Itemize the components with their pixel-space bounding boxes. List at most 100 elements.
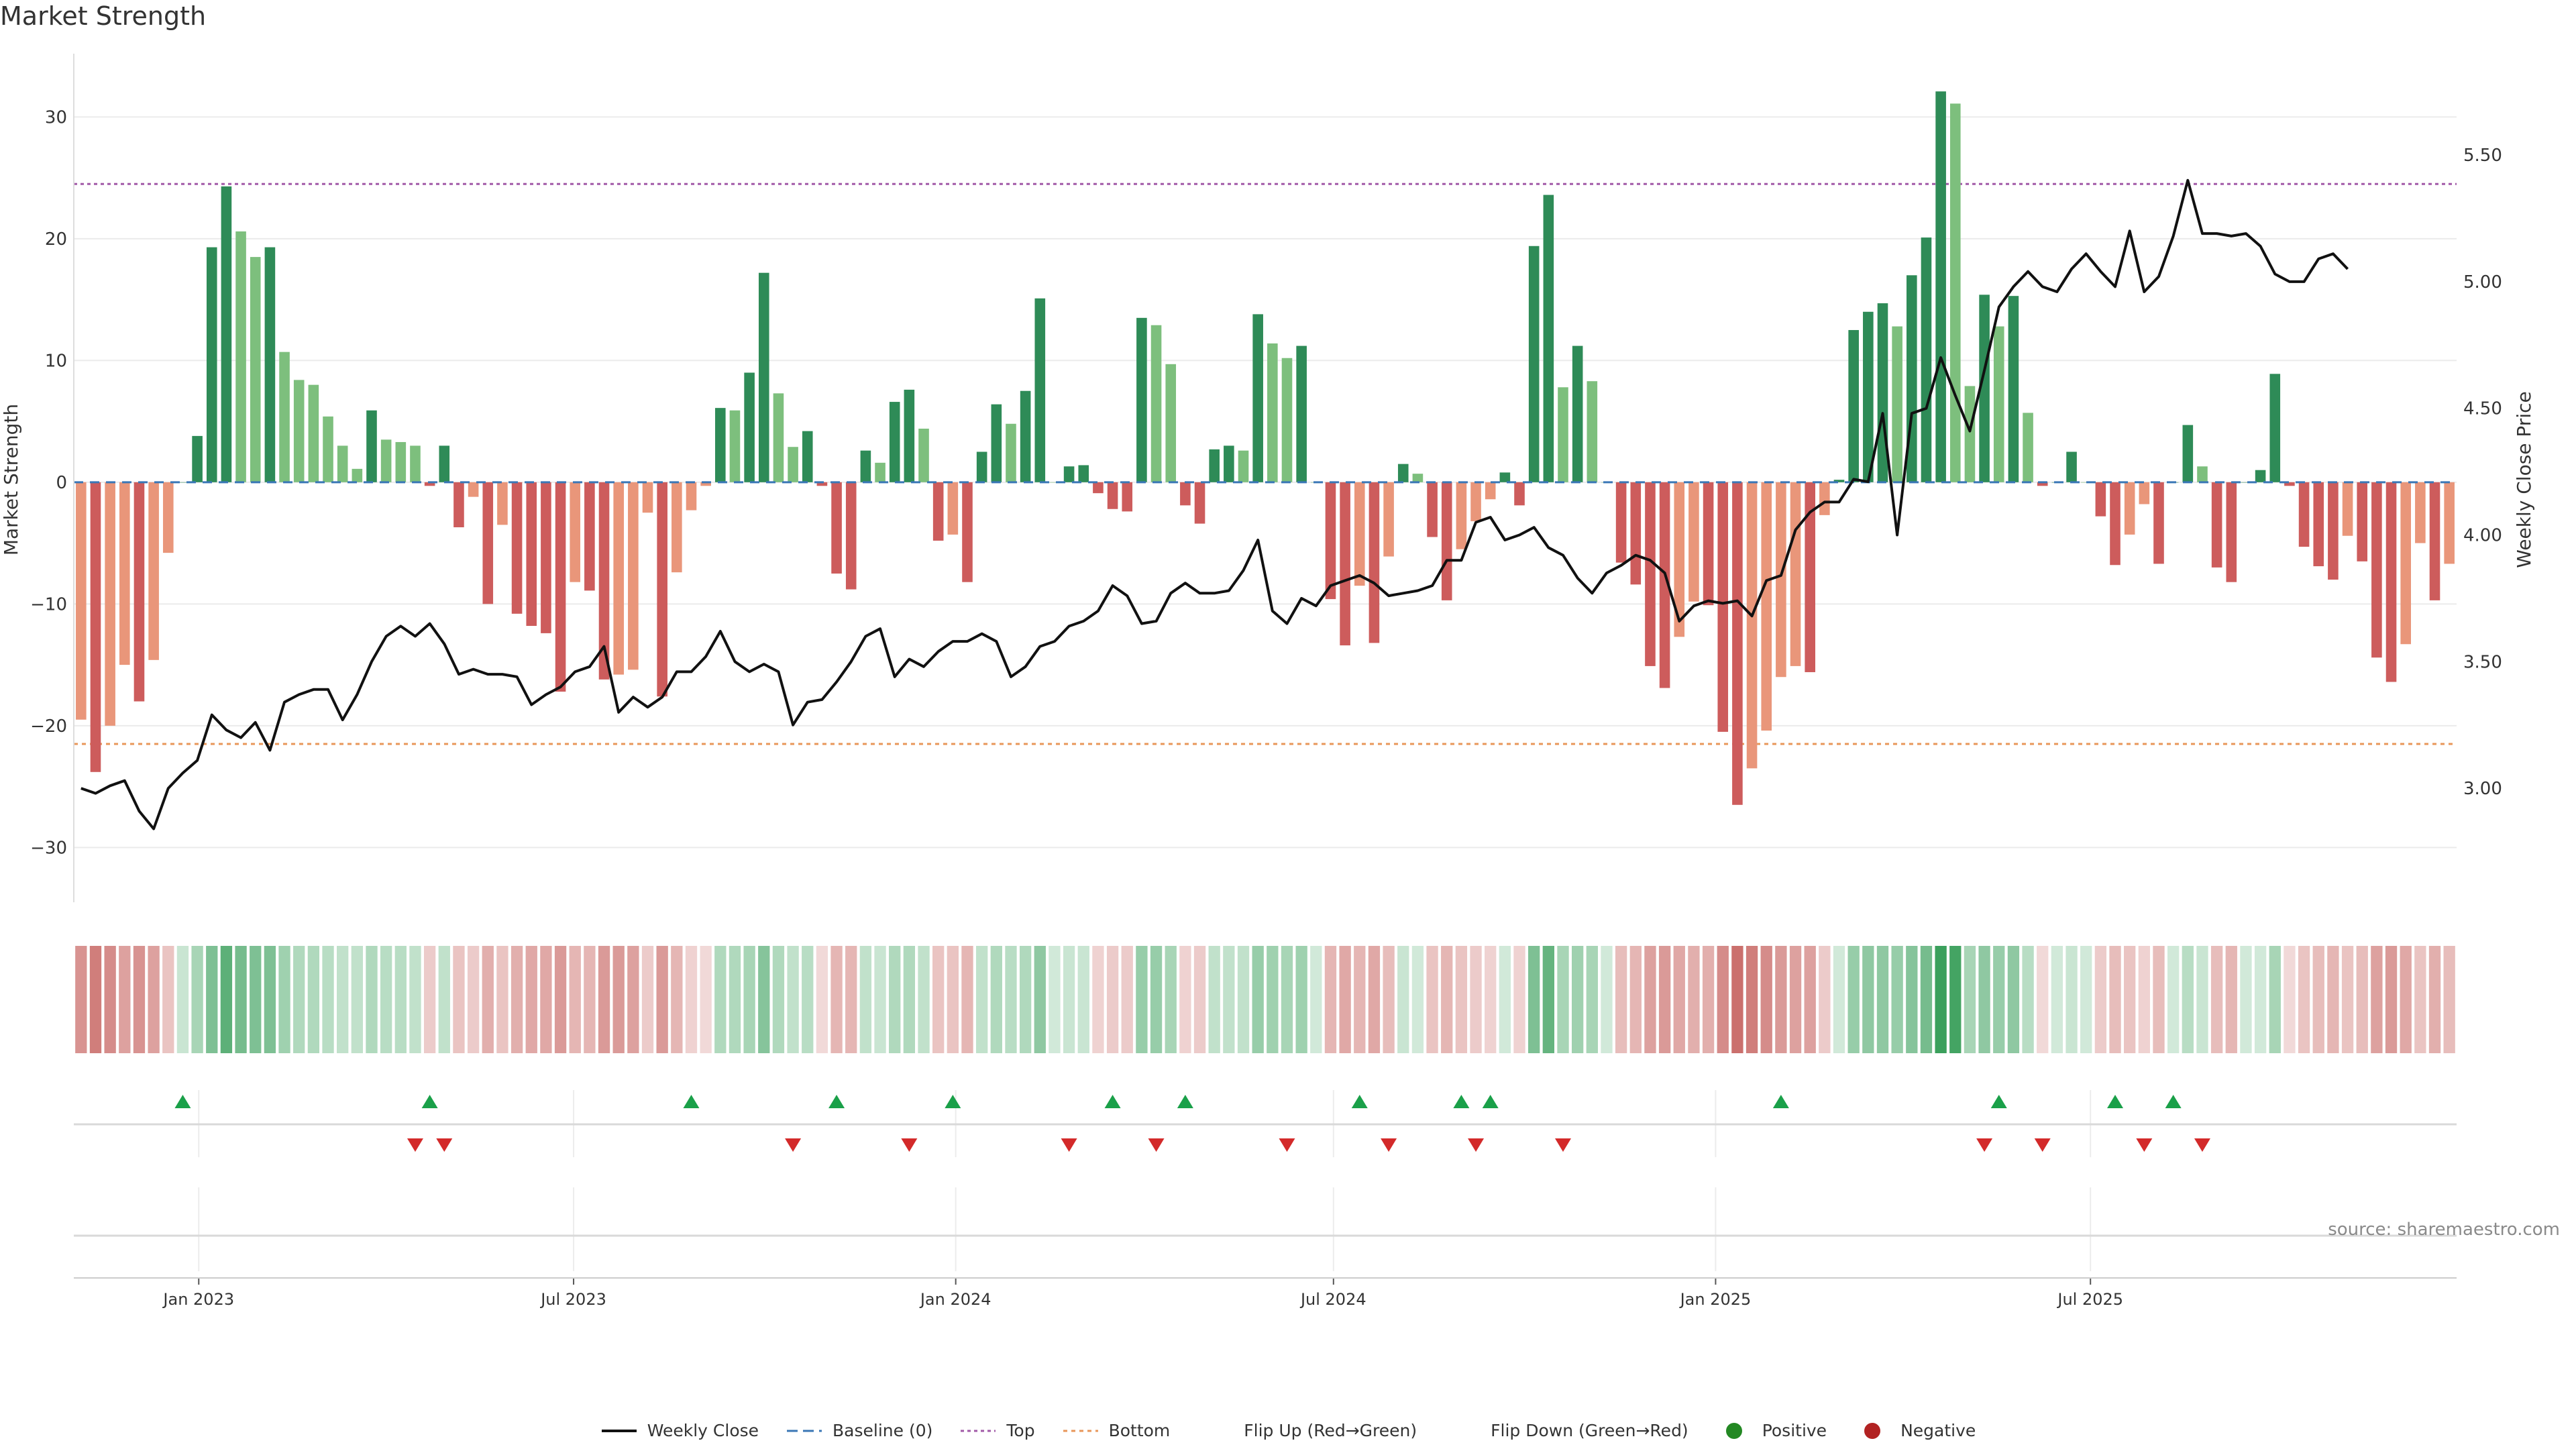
heat-cell [656, 946, 668, 1053]
heat-cell [685, 946, 698, 1053]
heat-cell [1106, 946, 1119, 1053]
strength-bar [932, 482, 944, 541]
strength-bar [2197, 466, 2208, 482]
flip-down-marker [407, 1138, 423, 1152]
flip-up-marker [1453, 1095, 1470, 1108]
strength-bar [816, 482, 828, 486]
strength-bar [904, 389, 915, 482]
heat-cell [2051, 946, 2063, 1053]
x-tick-label: Jul 2023 [539, 1290, 606, 1309]
strength-bar [1034, 298, 1046, 482]
heat-cell [1906, 946, 1918, 1053]
strength-bar [293, 380, 305, 482]
heat-cell [1789, 946, 1802, 1053]
heat-cell [2269, 946, 2281, 1053]
flip-up-marker [421, 1095, 438, 1108]
heat-cell [671, 946, 683, 1053]
heat-cell [1077, 946, 1089, 1053]
strength-bar [1833, 480, 1845, 482]
strength-bar [1761, 482, 1772, 731]
heat-cell [1193, 946, 1206, 1053]
strength-bar [1354, 482, 1365, 586]
legend-item-top: Top [959, 1421, 1035, 1440]
heat-cell [1513, 946, 1525, 1053]
strength-bar [105, 482, 115, 726]
strength-bar [133, 482, 145, 702]
strength-bar [1296, 345, 1307, 482]
strength-bar [1006, 423, 1016, 482]
strength-bar [1150, 325, 1162, 482]
y-right-tick-label: 4.50 [2463, 399, 2502, 419]
legend-item-negative: Negative [1854, 1421, 1976, 1440]
heat-cell [554, 946, 567, 1053]
legend: Weekly Close Baseline (0) Top Bottom Flip Up… [0, 1421, 2576, 1440]
heat-cell [1208, 946, 1220, 1053]
strength-bar [221, 186, 232, 482]
heat-cell [1455, 946, 1468, 1053]
heat-cell [1019, 946, 1032, 1053]
strength-bar [831, 482, 842, 574]
strength-bar [2066, 451, 2077, 482]
heat-cell [1557, 946, 1569, 1053]
strength-bar [1397, 464, 1409, 482]
strength-bar [598, 482, 610, 680]
legend-label: Flip Down (Green→Red) [1491, 1421, 1688, 1440]
strength-bar [1427, 482, 1438, 537]
heat-cell [220, 946, 233, 1053]
strength-bar [541, 482, 551, 633]
strength-bar [1340, 482, 1350, 646]
heat-cell [772, 946, 785, 1053]
heat-cell [802, 946, 814, 1053]
heat-cell [453, 946, 465, 1053]
heat-cell [758, 946, 770, 1053]
heat-cell [1310, 946, 1322, 1053]
strength-bar [250, 257, 261, 482]
heat-cell [1833, 946, 1845, 1053]
heat-cell [1034, 946, 1046, 1053]
heat-strip [75, 946, 2455, 1053]
strength-bar [1776, 482, 1786, 678]
strength-bar [2211, 482, 2222, 568]
flip-down-marker [2194, 1138, 2210, 1152]
strength-bar [497, 482, 508, 525]
positive-legend-icon [1725, 1422, 1742, 1439]
strength-bar [410, 445, 421, 482]
strength-bar [1020, 390, 1031, 482]
flip-down-marker [1381, 1138, 1397, 1152]
flip-up-marker [945, 1095, 961, 1108]
legend-item-positive: Positive [1715, 1421, 1827, 1440]
legend-label: Top [1006, 1421, 1035, 1440]
strength-bar [1107, 482, 1118, 509]
heat-cell [1252, 946, 1264, 1053]
strength-bar [962, 482, 973, 582]
strength-bar [918, 428, 929, 482]
strength-bar [453, 482, 464, 528]
flip-down-marker [2136, 1138, 2153, 1152]
strength-bar [1732, 482, 1743, 805]
heat-cell [496, 946, 508, 1053]
strength-bar [1615, 482, 1627, 563]
flip-down-marker [436, 1138, 453, 1152]
strength-bar [1470, 482, 1481, 521]
y-right-axis-title: Weekly Close Price [2513, 391, 2535, 568]
strength-bar [2298, 482, 2310, 547]
strength-bar [1921, 237, 1932, 482]
flip-down-marker [1468, 1138, 1485, 1152]
y-left-tick-label: 10 [45, 351, 67, 371]
heat-cell [119, 946, 131, 1053]
strength-bar [1630, 482, 1642, 585]
legend-item-price: Weekly Close [600, 1421, 759, 1440]
heat-cell [2414, 946, 2426, 1053]
axes: 30 20 10 0 −10 −20 −30 5.50 5.00 4.50 4.00 3.50 3.00… [0, 54, 2535, 1309]
strength-bar [686, 482, 697, 511]
strength-bar [1209, 449, 1220, 482]
strength-bar [1790, 482, 1801, 666]
strength-bar [162, 482, 174, 553]
strength-bar [1979, 294, 1990, 482]
strength-bar [366, 410, 377, 482]
heat-cell [1935, 946, 1947, 1053]
y-left-tick-label: 20 [45, 229, 67, 250]
baseline-legend-icon [787, 1430, 822, 1432]
heat-cell [2341, 946, 2354, 1053]
flip-up-marker [1482, 1095, 1499, 1108]
